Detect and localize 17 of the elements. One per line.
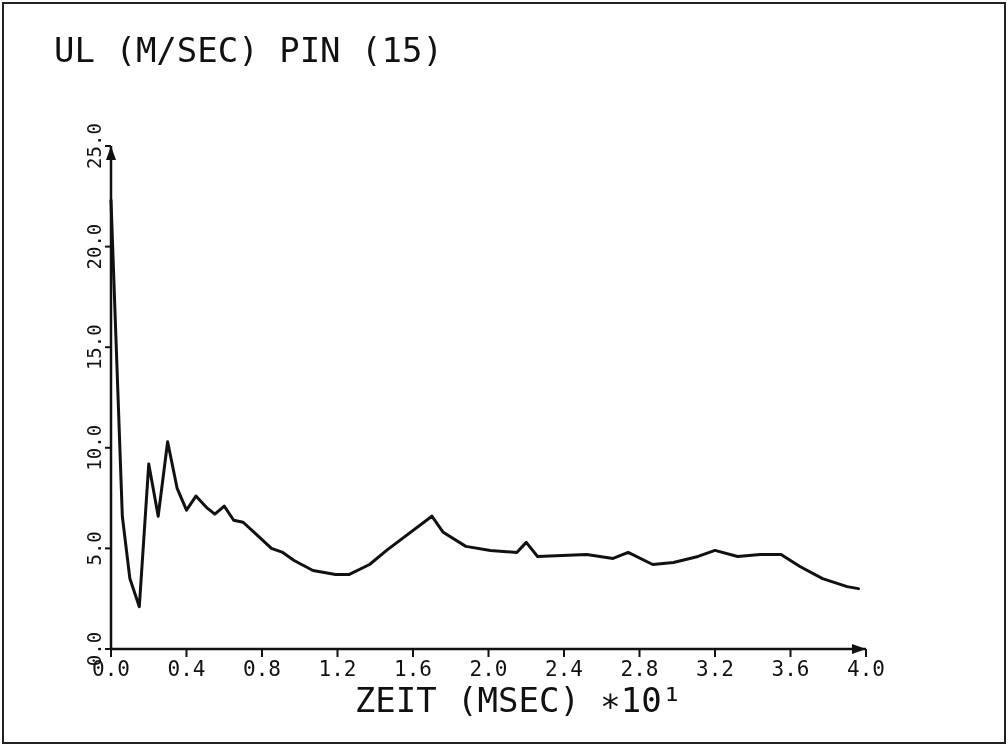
y-tick-label: 25.0	[83, 123, 105, 169]
x-tick-label: 3.2	[696, 657, 734, 681]
x-tick-label: 2.4	[545, 657, 583, 681]
x-tick-label: 2.8	[620, 657, 659, 681]
y-tick-label: 15.0	[83, 324, 105, 371]
x-tick-label: 2.0	[469, 657, 508, 681]
chart-title: UL (M/SEC) PIN (15)	[54, 30, 443, 70]
y-tick-label: 10.0	[83, 424, 105, 471]
x-tick-label: 1.6	[394, 657, 432, 681]
x-tick-label: 0.4	[167, 657, 206, 681]
x-tick-label: 1.2	[318, 657, 357, 681]
x-axis-title: ZEIT (MSEC) ∗10¹	[354, 680, 683, 720]
y-tick-label: 5.0	[83, 531, 105, 566]
x-tick-label: 3.6	[771, 657, 810, 681]
x-tick-label: 4.0	[847, 657, 885, 681]
y-tick-label: 20.0	[83, 223, 105, 270]
x-tick-label: 0.8	[243, 657, 281, 681]
